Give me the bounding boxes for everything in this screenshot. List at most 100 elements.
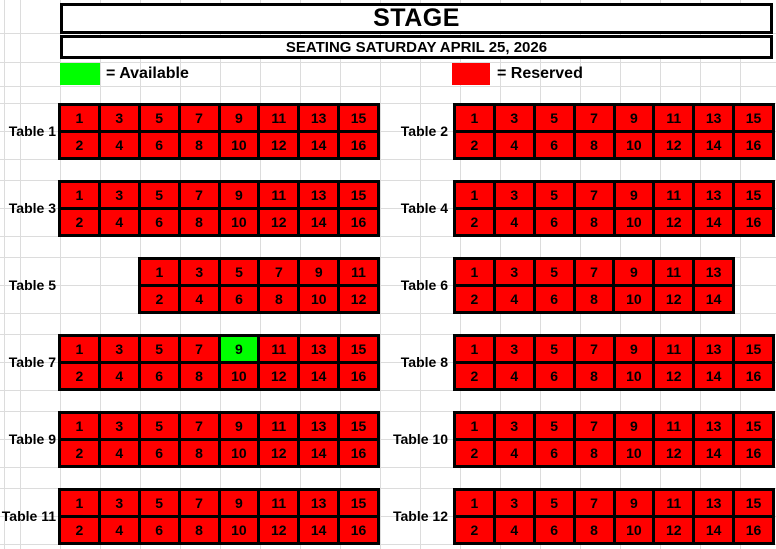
table-5-seat-3[interactable]: 3 xyxy=(180,260,218,284)
table-7-seat-11[interactable]: 11 xyxy=(260,337,298,361)
table-6-seat-11[interactable]: 11 xyxy=(655,260,693,284)
table-7-seat-15[interactable]: 15 xyxy=(340,337,377,361)
table-5-seat-1[interactable]: 1 xyxy=(141,260,178,284)
table-11-seat-11[interactable]: 11 xyxy=(260,491,298,515)
table-1-seat-13[interactable]: 13 xyxy=(300,106,338,130)
table-11-seat-6[interactable]: 6 xyxy=(140,518,178,542)
table-9-seat-13[interactable]: 13 xyxy=(300,414,338,438)
table-8-seat-15[interactable]: 15 xyxy=(735,337,772,361)
table-6-seat-7[interactable]: 7 xyxy=(575,260,613,284)
table-10-seat-2[interactable]: 2 xyxy=(456,441,493,465)
table-12-seat-3[interactable]: 3 xyxy=(495,491,533,515)
table-3-seat-10[interactable]: 10 xyxy=(220,210,258,234)
table-10-seat-9[interactable]: 9 xyxy=(615,414,653,438)
table-5-seat-5[interactable]: 5 xyxy=(220,260,258,284)
table-7-seat-9[interactable]: 9 xyxy=(220,337,258,361)
table-9-seat-6[interactable]: 6 xyxy=(140,441,178,465)
table-3-seat-4[interactable]: 4 xyxy=(100,210,138,234)
table-8-seat-14[interactable]: 14 xyxy=(695,364,733,388)
table-11-seat-7[interactable]: 7 xyxy=(180,491,218,515)
table-7-seat-3[interactable]: 3 xyxy=(100,337,138,361)
table-6-seat-10[interactable]: 10 xyxy=(615,287,653,311)
table-6-seat-12[interactable]: 12 xyxy=(655,287,693,311)
table-3-seat-11[interactable]: 11 xyxy=(260,183,298,207)
table-8-seat-12[interactable]: 12 xyxy=(655,364,693,388)
table-10-seat-1[interactable]: 1 xyxy=(456,414,493,438)
table-3-seat-8[interactable]: 8 xyxy=(180,210,218,234)
table-11-seat-14[interactable]: 14 xyxy=(300,518,338,542)
table-8-seat-9[interactable]: 9 xyxy=(615,337,653,361)
table-4-seat-4[interactable]: 4 xyxy=(495,210,533,234)
table-3-seat-6[interactable]: 6 xyxy=(140,210,178,234)
table-7-seat-2[interactable]: 2 xyxy=(61,364,98,388)
table-4-seat-9[interactable]: 9 xyxy=(615,183,653,207)
table-2-seat-3[interactable]: 3 xyxy=(495,106,533,130)
table-5-seat-4[interactable]: 4 xyxy=(180,287,218,311)
table-8-seat-11[interactable]: 11 xyxy=(655,337,693,361)
table-2-seat-6[interactable]: 6 xyxy=(535,133,573,157)
table-12-seat-15[interactable]: 15 xyxy=(735,491,772,515)
table-11-seat-4[interactable]: 4 xyxy=(100,518,138,542)
table-1-seat-10[interactable]: 10 xyxy=(220,133,258,157)
table-9-seat-12[interactable]: 12 xyxy=(260,441,298,465)
table-6-seat-13[interactable]: 13 xyxy=(695,260,732,284)
table-10-seat-3[interactable]: 3 xyxy=(495,414,533,438)
table-1-seat-15[interactable]: 15 xyxy=(340,106,377,130)
table-4-seat-1[interactable]: 1 xyxy=(456,183,493,207)
table-5-seat-10[interactable]: 10 xyxy=(300,287,338,311)
table-7-seat-12[interactable]: 12 xyxy=(260,364,298,388)
table-11-seat-5[interactable]: 5 xyxy=(140,491,178,515)
table-4-seat-3[interactable]: 3 xyxy=(495,183,533,207)
table-12-seat-11[interactable]: 11 xyxy=(655,491,693,515)
table-1-seat-3[interactable]: 3 xyxy=(100,106,138,130)
table-6-seat-2[interactable]: 2 xyxy=(456,287,493,311)
table-7-seat-16[interactable]: 16 xyxy=(340,364,377,388)
table-10-seat-12[interactable]: 12 xyxy=(655,441,693,465)
table-4-seat-11[interactable]: 11 xyxy=(655,183,693,207)
table-11-seat-2[interactable]: 2 xyxy=(61,518,98,542)
table-9-seat-11[interactable]: 11 xyxy=(260,414,298,438)
table-3-seat-3[interactable]: 3 xyxy=(100,183,138,207)
table-8-seat-2[interactable]: 2 xyxy=(456,364,493,388)
table-10-seat-8[interactable]: 8 xyxy=(575,441,613,465)
table-1-seat-9[interactable]: 9 xyxy=(220,106,258,130)
table-6-seat-14[interactable]: 14 xyxy=(695,287,732,311)
table-12-seat-6[interactable]: 6 xyxy=(535,518,573,542)
table-12-seat-12[interactable]: 12 xyxy=(655,518,693,542)
table-2-seat-13[interactable]: 13 xyxy=(695,106,733,130)
table-6-seat-4[interactable]: 4 xyxy=(495,287,533,311)
table-6-seat-3[interactable]: 3 xyxy=(495,260,533,284)
table-9-seat-9[interactable]: 9 xyxy=(220,414,258,438)
table-5-seat-6[interactable]: 6 xyxy=(220,287,258,311)
table-12-seat-9[interactable]: 9 xyxy=(615,491,653,515)
table-4-seat-6[interactable]: 6 xyxy=(535,210,573,234)
table-3-seat-9[interactable]: 9 xyxy=(220,183,258,207)
table-12-seat-1[interactable]: 1 xyxy=(456,491,493,515)
table-9-seat-5[interactable]: 5 xyxy=(140,414,178,438)
table-2-seat-1[interactable]: 1 xyxy=(456,106,493,130)
table-11-seat-3[interactable]: 3 xyxy=(100,491,138,515)
table-7-seat-4[interactable]: 4 xyxy=(100,364,138,388)
table-4-seat-2[interactable]: 2 xyxy=(456,210,493,234)
table-8-seat-10[interactable]: 10 xyxy=(615,364,653,388)
table-3-seat-16[interactable]: 16 xyxy=(340,210,377,234)
table-3-seat-14[interactable]: 14 xyxy=(300,210,338,234)
table-6-seat-6[interactable]: 6 xyxy=(535,287,573,311)
table-12-seat-10[interactable]: 10 xyxy=(615,518,653,542)
table-9-seat-1[interactable]: 1 xyxy=(61,414,98,438)
table-4-seat-8[interactable]: 8 xyxy=(575,210,613,234)
table-6-seat-8[interactable]: 8 xyxy=(575,287,613,311)
table-10-seat-6[interactable]: 6 xyxy=(535,441,573,465)
table-9-seat-7[interactable]: 7 xyxy=(180,414,218,438)
table-1-seat-16[interactable]: 16 xyxy=(340,133,377,157)
table-7-seat-6[interactable]: 6 xyxy=(140,364,178,388)
table-9-seat-4[interactable]: 4 xyxy=(100,441,138,465)
table-12-seat-5[interactable]: 5 xyxy=(535,491,573,515)
table-2-seat-11[interactable]: 11 xyxy=(655,106,693,130)
table-4-seat-16[interactable]: 16 xyxy=(735,210,772,234)
table-3-seat-1[interactable]: 1 xyxy=(61,183,98,207)
table-2-seat-9[interactable]: 9 xyxy=(615,106,653,130)
table-8-seat-4[interactable]: 4 xyxy=(495,364,533,388)
table-9-seat-15[interactable]: 15 xyxy=(340,414,377,438)
table-7-seat-8[interactable]: 8 xyxy=(180,364,218,388)
